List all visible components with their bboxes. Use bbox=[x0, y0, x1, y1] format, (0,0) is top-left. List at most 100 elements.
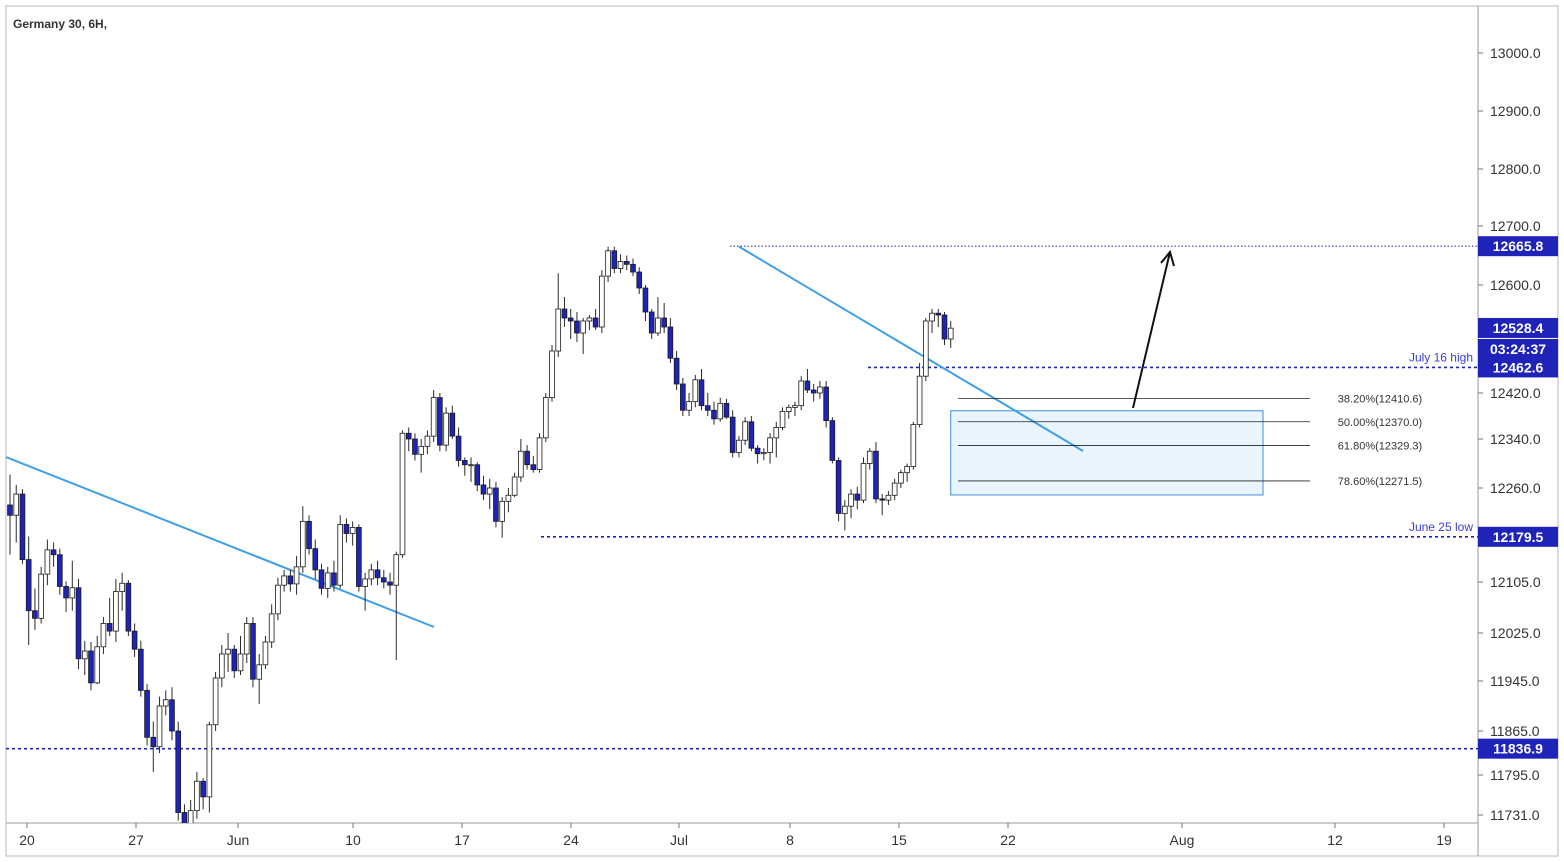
y-tick-label-1: 12900.0 bbox=[1490, 103, 1541, 119]
candle-body bbox=[368, 569, 375, 580]
candle-body bbox=[424, 435, 431, 447]
fib-label-1: 50.00%(12370.0) bbox=[1338, 417, 1422, 429]
candle-body bbox=[686, 401, 692, 411]
candle-11 bbox=[75, 578, 82, 669]
candle-47 bbox=[300, 506, 306, 573]
candle-body bbox=[817, 386, 823, 394]
candle-130 bbox=[817, 381, 823, 399]
candle-136 bbox=[854, 486, 861, 510]
candle-body bbox=[866, 450, 873, 464]
candle-48 bbox=[306, 515, 312, 555]
candle-106 bbox=[667, 318, 674, 363]
candle-91 bbox=[574, 312, 580, 342]
candle-body bbox=[561, 308, 568, 319]
candle-64 bbox=[405, 427, 412, 452]
candle-body bbox=[63, 586, 69, 599]
candle-body bbox=[835, 460, 842, 514]
tag-june25-text: 12179.5 bbox=[1493, 529, 1544, 545]
candle-93 bbox=[586, 315, 593, 330]
candle-28 bbox=[181, 804, 188, 823]
candle-body bbox=[449, 412, 456, 437]
candle-body bbox=[680, 383, 686, 411]
candle-39 bbox=[250, 617, 256, 688]
candle-body bbox=[287, 575, 294, 585]
candle-44 bbox=[281, 569, 287, 592]
level-label-1: June 25 low bbox=[1409, 520, 1473, 534]
candle-96 bbox=[605, 246, 611, 283]
arrow-head bbox=[1160, 249, 1175, 267]
candle-body bbox=[842, 505, 848, 514]
tag-july16: 12462.6 bbox=[1478, 357, 1558, 378]
candle-body bbox=[860, 463, 867, 501]
candle-128 bbox=[804, 369, 811, 393]
fib-zone-box bbox=[950, 410, 1264, 496]
candle-59 bbox=[374, 560, 381, 586]
tag-june25: 12179.5 bbox=[1478, 526, 1558, 547]
candle-body bbox=[935, 312, 942, 316]
candle-body bbox=[131, 630, 138, 650]
candle-body bbox=[32, 610, 38, 619]
tag-current-bg bbox=[1478, 317, 1558, 338]
candle-15 bbox=[100, 617, 107, 654]
candle-144 bbox=[904, 463, 910, 482]
tag-high-text: 12665.8 bbox=[1493, 238, 1544, 254]
candle-61 bbox=[387, 572, 393, 595]
candle-body bbox=[898, 472, 904, 484]
candle-body bbox=[412, 438, 418, 455]
candle-76 bbox=[480, 475, 487, 501]
tag-current-text: 12528.4 bbox=[1493, 320, 1544, 336]
candle-5 bbox=[38, 566, 44, 624]
price-axis: 13000.0 12900.0 12800.0 12700.0 12600.0 12420… bbox=[1478, 45, 1541, 823]
candle-body bbox=[337, 523, 343, 586]
candle-38 bbox=[243, 617, 250, 663]
candle-body bbox=[655, 317, 661, 334]
candle-body bbox=[505, 494, 512, 502]
candle-69 bbox=[437, 393, 443, 452]
candle-71 bbox=[449, 405, 456, 439]
candle-body bbox=[194, 780, 200, 812]
candle-45 bbox=[287, 569, 294, 592]
candle-body bbox=[792, 405, 798, 408]
x-tick-label-8: 15 bbox=[891, 832, 907, 848]
candle-body bbox=[38, 573, 44, 619]
candle-55 bbox=[349, 521, 356, 546]
candle-75 bbox=[474, 462, 481, 492]
candle-115 bbox=[723, 398, 730, 419]
candle-body bbox=[854, 493, 861, 501]
candle-body bbox=[187, 810, 194, 823]
candle-70 bbox=[443, 407, 449, 452]
candle-body bbox=[113, 591, 119, 632]
candle-body bbox=[555, 308, 562, 352]
candle-67 bbox=[424, 430, 431, 455]
y-tick-label-5: 12420.0 bbox=[1490, 385, 1541, 401]
candle-146 bbox=[916, 363, 923, 428]
candle-body bbox=[493, 487, 499, 522]
price-tags: 12665.8 12528.4 03:24:37 12462.6 12179.5 1183… bbox=[1478, 236, 1558, 759]
candle-41 bbox=[262, 636, 269, 669]
tag-low-bg bbox=[1478, 738, 1558, 759]
candle-135 bbox=[848, 489, 854, 519]
candle-147 bbox=[923, 318, 929, 381]
candle-6 bbox=[44, 539, 51, 586]
candle-body bbox=[250, 623, 256, 680]
candle-body bbox=[181, 812, 188, 823]
candle-body bbox=[461, 460, 468, 466]
candle-12 bbox=[81, 640, 88, 675]
candle-body bbox=[804, 380, 811, 391]
candle-body bbox=[374, 569, 381, 579]
candle-37 bbox=[237, 636, 244, 675]
candle-4 bbox=[32, 588, 38, 630]
candle-body bbox=[100, 623, 107, 648]
y-tick-label-13: 11731.0 bbox=[1490, 807, 1540, 823]
candle-body bbox=[268, 613, 275, 643]
candle-body bbox=[19, 493, 26, 560]
candle-body bbox=[474, 464, 481, 486]
candle-body bbox=[798, 380, 805, 407]
candle-2 bbox=[19, 489, 26, 564]
candle-body bbox=[331, 572, 337, 586]
candle-84 bbox=[530, 456, 537, 473]
candle-body bbox=[356, 527, 362, 587]
candle-body bbox=[256, 664, 262, 680]
